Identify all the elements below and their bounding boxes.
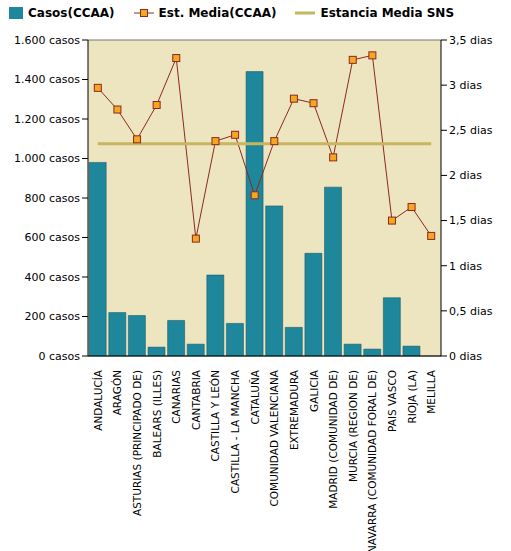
svg-text:GALICIA: GALICIA [308,369,320,412]
svg-text:1 dias: 1 dias [449,260,482,273]
svg-text:400 casos: 400 casos [25,271,81,284]
svg-text:EXTREMADURA: EXTREMADURA [288,369,300,450]
svg-text:ARAGÓN: ARAGÓN [111,370,123,415]
svg-text:CASTILLA - LA MANCHA: CASTILLA - LA MANCHA [229,369,241,493]
svg-text:CANTABRIA: CANTABRIA [190,369,202,430]
html-text:Casos(CCAA): Casos(CCAA) [28,6,115,20]
svg-text:COMUNIDAD VALENCIANA: COMUNIDAD VALENCIANA [268,369,280,506]
svg-text:MELILLA: MELILLA [425,369,437,414]
svg-text:1.400 casos: 1.400 casos [14,73,80,86]
svg-text:CANARIAS: CANARIAS [170,370,182,424]
svg-text:CASTILLA Y LEÓN: CASTILLA Y LEÓN [209,370,221,462]
svg-text:3 dias: 3 dias [449,79,482,92]
html-text:Estancia Media SNS: Estancia Media SNS [320,6,455,20]
svg-text:0 casos: 0 casos [39,350,81,363]
svg-text:1.600 casos: 1.600 casos [14,34,80,47]
svg-text:200 casos: 200 casos [25,310,81,323]
svg-text:RIOJA (LA): RIOJA (LA) [406,370,418,424]
svg-text:1.000 casos: 1.000 casos [14,152,80,165]
html-text:Est. Media(CCAA): Est. Media(CCAA) [158,6,277,20]
svg-text:PAIS VASCO: PAIS VASCO [386,370,398,432]
svg-text:800 casos: 800 casos [25,192,81,205]
svg-text:NAVARRA (COMUNIDAD FORAL DE): NAVARRA (COMUNIDAD FORAL DE) [366,370,378,551]
svg-text:CATALUÑA: CATALUÑA [249,369,261,424]
svg-text:0 dias: 0 dias [449,350,482,363]
svg-text:3,5 dias: 3,5 dias [449,34,493,47]
svg-text:BALEARS (ILLES): BALEARS (ILLES) [151,370,163,458]
svg-text:MURCIA (REGION DE): MURCIA (REGION DE) [347,370,359,482]
svg-text:2,5 dias: 2,5 dias [449,124,493,137]
svg-text:600 casos: 600 casos [25,231,81,244]
svg-text:2 dias: 2 dias [449,169,482,182]
svg-text:1,5 dias: 1,5 dias [449,214,493,227]
svg-text:0,5 dias: 0,5 dias [449,305,493,318]
svg-text:ASTURIAS (PRINCIPADO DE): ASTURIAS (PRINCIPADO DE) [131,370,143,516]
svg-text:ANDALUCÍA: ANDALUCÍA [92,369,104,431]
svg-text:1.200 casos: 1.200 casos [14,113,80,126]
svg-text:MADRID (COMUNIDAD DE): MADRID (COMUNIDAD DE) [327,370,339,509]
